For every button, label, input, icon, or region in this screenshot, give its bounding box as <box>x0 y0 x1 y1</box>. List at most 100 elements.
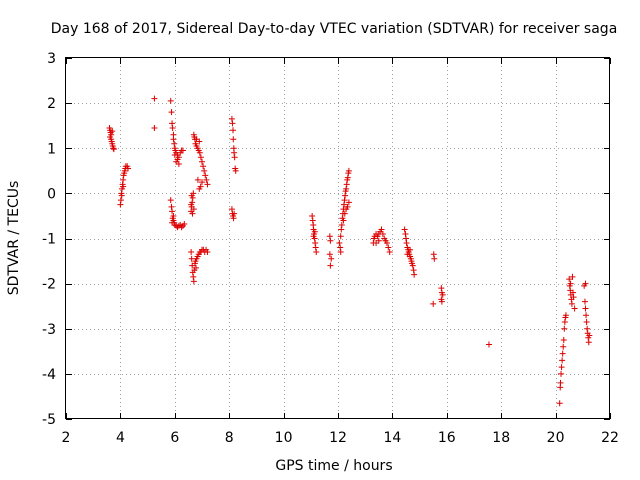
data-point <box>338 221 345 228</box>
data-point <box>107 133 114 140</box>
data-point <box>181 221 188 228</box>
data-point <box>570 294 577 301</box>
data-point <box>567 280 574 287</box>
data-point <box>117 197 124 204</box>
data-point <box>378 226 385 233</box>
data-point <box>311 228 318 235</box>
data-point <box>120 176 127 183</box>
data-point <box>117 201 124 208</box>
data-point <box>170 212 177 219</box>
data-point <box>583 318 590 325</box>
data-point <box>404 251 411 258</box>
y-tick-label: 1 <box>47 141 56 157</box>
data-point <box>562 312 569 319</box>
data-point <box>231 210 238 217</box>
data-point <box>409 262 416 269</box>
data-point <box>566 276 573 283</box>
data-point <box>190 273 197 280</box>
data-point <box>570 289 577 296</box>
data-point <box>485 341 492 348</box>
data-point <box>341 210 348 217</box>
x-tick-label: 12 <box>329 430 347 446</box>
y-axis-label: SDTVAR / TECUs <box>6 181 22 296</box>
data-point <box>342 192 349 199</box>
data-point <box>169 120 176 127</box>
y-tick-label: -3 <box>42 322 56 338</box>
data-point <box>383 240 390 247</box>
data-point <box>151 124 158 131</box>
y-tick-label: -5 <box>42 412 56 428</box>
data-point <box>338 226 345 233</box>
data-point <box>571 305 578 312</box>
x-tick-label: 8 <box>225 430 234 446</box>
data-point <box>228 206 235 213</box>
data-point <box>174 156 181 163</box>
data-point <box>403 235 409 242</box>
data-point <box>169 219 176 226</box>
data-point <box>559 357 566 364</box>
data-point <box>326 251 333 258</box>
x-tick-label: 22 <box>601 430 619 446</box>
y-tick-label: -2 <box>42 277 56 293</box>
data-point <box>569 273 576 280</box>
data-point <box>327 262 334 269</box>
data-point <box>385 244 392 251</box>
data-point <box>168 203 175 210</box>
data-point <box>202 172 209 179</box>
x-tick-label: 6 <box>170 430 179 446</box>
data-point <box>110 146 117 153</box>
data-point <box>375 237 382 244</box>
data-point <box>560 337 567 344</box>
y-tick-label: 0 <box>47 186 56 202</box>
x-tick-label: 18 <box>492 430 510 446</box>
data-point <box>231 149 238 156</box>
data-point <box>559 350 566 357</box>
data-point <box>568 300 575 307</box>
y-tick-label: 2 <box>47 96 56 112</box>
data-point <box>410 267 417 274</box>
data-point <box>197 183 204 190</box>
data-point <box>343 185 350 192</box>
data-point <box>561 318 568 325</box>
data-point <box>200 163 207 170</box>
data-point <box>109 128 116 135</box>
data-point <box>439 291 446 298</box>
data-point <box>151 95 158 102</box>
data-point <box>438 285 445 292</box>
x-tick-label: 16 <box>438 430 456 446</box>
data-point <box>228 115 235 122</box>
x-tick-label: 2 <box>62 430 71 446</box>
data-point <box>556 400 563 407</box>
data-point <box>403 240 410 247</box>
data-point <box>430 251 437 258</box>
data-point <box>337 244 344 251</box>
data-point <box>327 237 334 244</box>
data-point <box>232 167 239 174</box>
x-axis-label: GPS time / hours <box>275 458 392 474</box>
data-point <box>310 233 317 240</box>
data-point <box>386 249 393 256</box>
data-point <box>313 249 320 256</box>
data-point <box>199 158 205 165</box>
data-point <box>204 249 211 256</box>
data-point <box>411 271 418 278</box>
plot-frame <box>65 57 610 419</box>
data-point <box>194 176 201 183</box>
y-tick-label: -1 <box>42 232 56 248</box>
x-tick-label: 20 <box>547 430 565 446</box>
data-point <box>167 97 174 104</box>
data-point <box>190 206 197 213</box>
data-point <box>431 255 438 262</box>
data-point <box>326 233 333 240</box>
data-point <box>344 203 351 210</box>
data-point <box>230 136 237 143</box>
y-tick-label: -4 <box>42 367 56 383</box>
data-point <box>379 230 386 237</box>
data-point <box>118 192 125 199</box>
data-point <box>230 215 237 222</box>
data-point <box>170 136 177 143</box>
data-point <box>402 230 409 237</box>
data-point <box>561 325 568 332</box>
data-points <box>106 95 593 407</box>
